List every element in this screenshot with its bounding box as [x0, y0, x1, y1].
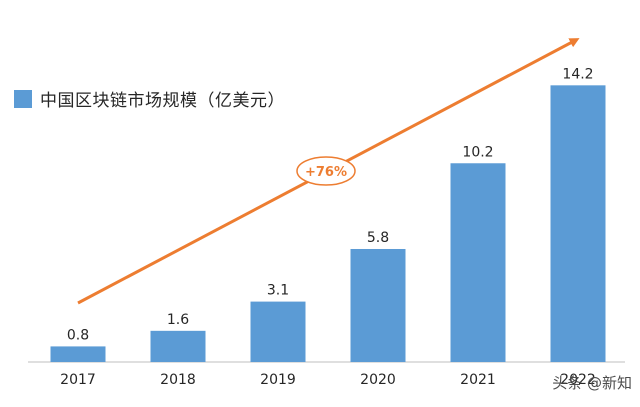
legend-swatch — [14, 89, 32, 108]
bar-2020 — [350, 248, 406, 362]
bar-2021 — [450, 163, 506, 362]
x-tick-label-2019: 2019 — [260, 372, 296, 388]
data-label-2020: 5.8 — [367, 230, 389, 246]
bar-2019 — [250, 301, 306, 362]
data-label-2018: 1.6 — [167, 312, 189, 328]
data-label-2017: 0.8 — [67, 327, 89, 343]
growth-rate-badge — [296, 156, 356, 186]
growth-rate-label: +76% — [305, 165, 347, 180]
legend-label: 中国区块链市场规模（亿美元） — [40, 91, 285, 111]
data-label-2019: 3.1 — [267, 283, 289, 299]
bar-2017 — [50, 346, 106, 362]
x-tick-label-2020: 2020 — [360, 372, 396, 388]
data-label-2021: 10.2 — [462, 144, 493, 160]
x-tick-label-2022: 2022 — [560, 372, 596, 388]
x-tick-label-2017: 2017 — [60, 372, 96, 388]
data-label-2022: 14.2 — [562, 66, 593, 82]
watermark: 头条 @新知 — [552, 374, 632, 392]
bar-2022 — [550, 85, 606, 362]
x-tick-label-2021: 2021 — [460, 372, 496, 388]
x-tick-label-2018: 2018 — [160, 372, 196, 388]
bar-2018 — [150, 330, 206, 362]
legend: 中国区块链市场规模（亿美元） — [14, 86, 285, 111]
